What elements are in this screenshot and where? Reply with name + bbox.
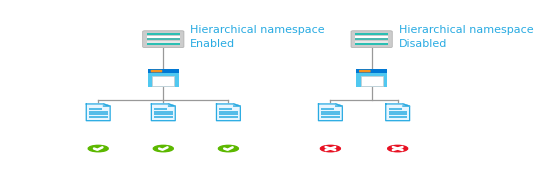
FancyBboxPatch shape: [147, 38, 180, 40]
Polygon shape: [386, 104, 409, 121]
FancyBboxPatch shape: [356, 38, 388, 40]
Circle shape: [153, 145, 173, 152]
FancyBboxPatch shape: [152, 76, 174, 86]
Polygon shape: [169, 104, 175, 106]
FancyBboxPatch shape: [351, 31, 392, 47]
Polygon shape: [104, 104, 110, 106]
Polygon shape: [151, 104, 175, 121]
Circle shape: [320, 145, 340, 152]
FancyBboxPatch shape: [356, 41, 388, 43]
Circle shape: [218, 145, 239, 152]
FancyBboxPatch shape: [361, 76, 382, 86]
Text: Hierarchical namespace
Enabled: Hierarchical namespace Enabled: [190, 26, 325, 49]
Polygon shape: [403, 104, 409, 106]
Circle shape: [88, 145, 108, 152]
FancyBboxPatch shape: [147, 35, 180, 37]
FancyBboxPatch shape: [147, 43, 180, 45]
FancyBboxPatch shape: [147, 41, 180, 43]
FancyBboxPatch shape: [359, 70, 371, 72]
FancyBboxPatch shape: [356, 73, 387, 87]
Polygon shape: [217, 104, 240, 121]
FancyBboxPatch shape: [356, 35, 388, 37]
Polygon shape: [335, 104, 342, 106]
Polygon shape: [86, 104, 110, 121]
Polygon shape: [319, 104, 342, 121]
FancyBboxPatch shape: [356, 43, 388, 45]
FancyBboxPatch shape: [143, 31, 184, 47]
FancyBboxPatch shape: [356, 69, 387, 73]
FancyBboxPatch shape: [148, 69, 179, 73]
FancyBboxPatch shape: [148, 73, 179, 87]
Circle shape: [388, 145, 408, 152]
FancyBboxPatch shape: [151, 70, 162, 72]
FancyBboxPatch shape: [147, 33, 180, 35]
Polygon shape: [234, 104, 240, 106]
FancyBboxPatch shape: [356, 33, 388, 35]
Text: Hierarchical namespace
Disabled: Hierarchical namespace Disabled: [399, 26, 533, 49]
